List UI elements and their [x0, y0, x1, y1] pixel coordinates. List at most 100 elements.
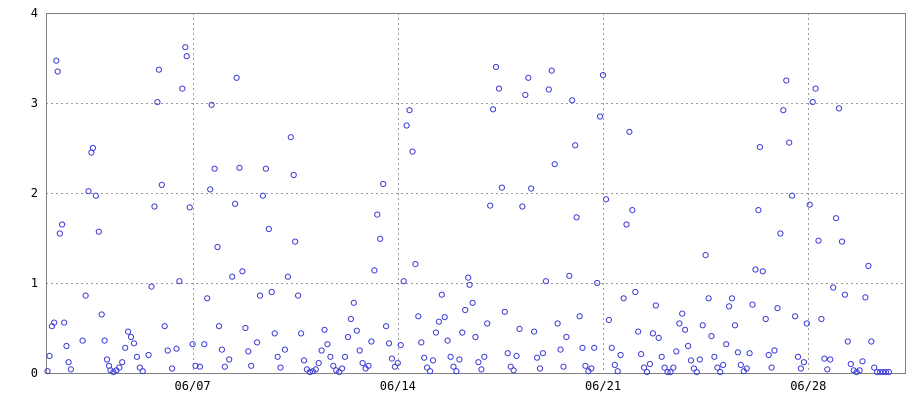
data-point — [731, 322, 739, 329]
data-point — [777, 230, 784, 237]
data-point — [155, 66, 162, 73]
data-point — [63, 342, 70, 350]
data-point — [51, 319, 58, 326]
data-point — [125, 328, 132, 335]
data-point — [498, 184, 505, 191]
data-point — [281, 346, 288, 353]
data-point — [594, 279, 601, 287]
data-point — [783, 77, 790, 84]
data-point — [385, 340, 393, 347]
data-point — [469, 299, 476, 306]
data-point — [844, 338, 851, 345]
data-point — [513, 352, 520, 359]
data-point — [841, 291, 849, 298]
data-point — [435, 318, 442, 325]
data-point — [685, 342, 692, 350]
data-point — [726, 303, 733, 310]
data-point — [462, 306, 469, 314]
data-point — [182, 44, 189, 51]
data-point — [743, 365, 750, 372]
data-point — [318, 347, 325, 354]
data-point — [300, 357, 308, 364]
data-point — [655, 334, 662, 341]
data-point — [885, 369, 893, 376]
data-point — [158, 181, 165, 188]
data-point — [525, 74, 532, 81]
data-point — [295, 292, 302, 299]
data-point — [196, 363, 203, 370]
data-point — [774, 305, 781, 312]
data-point — [59, 221, 66, 228]
data-point — [871, 364, 878, 371]
data-point — [400, 278, 407, 285]
data-point — [242, 324, 249, 332]
grid-lines — [46, 13, 905, 373]
y-axis-ticks: 0 1 2 3 4 — [31, 6, 38, 380]
data-point — [321, 326, 328, 333]
data-point — [287, 134, 294, 141]
data-point — [98, 311, 105, 318]
data-point — [534, 354, 541, 361]
data-point — [339, 365, 346, 372]
data-point — [638, 351, 645, 358]
plot-frame — [46, 13, 906, 374]
data-point — [122, 344, 129, 351]
data-point — [531, 328, 538, 335]
data-point — [833, 215, 840, 222]
data-point — [708, 333, 715, 340]
data-point — [298, 330, 305, 337]
data-point — [46, 352, 53, 359]
data-point — [786, 139, 793, 146]
data-point — [306, 369, 313, 376]
data-point — [749, 301, 756, 308]
data-point — [626, 128, 633, 135]
data-point — [403, 122, 410, 129]
data-point — [877, 369, 884, 376]
data-point — [599, 72, 607, 79]
data-point — [868, 338, 875, 345]
data-point — [356, 347, 363, 354]
data-point — [374, 211, 381, 218]
data-point — [737, 361, 744, 368]
data-point — [130, 340, 138, 347]
data-point — [771, 347, 778, 354]
data-point — [874, 369, 881, 376]
data-point — [65, 359, 72, 366]
data-point — [333, 367, 340, 374]
data-point — [551, 161, 558, 168]
data-point — [290, 171, 297, 179]
data-point — [490, 106, 497, 113]
data-point — [226, 356, 233, 363]
data-point — [89, 144, 97, 152]
y-tick-label: 3 — [31, 96, 38, 110]
data-point — [284, 273, 291, 280]
data-point — [792, 313, 799, 320]
data-point — [623, 221, 630, 228]
data-point — [746, 350, 753, 357]
data-point — [507, 363, 514, 370]
data-point — [61, 319, 68, 326]
data-point — [127, 333, 135, 341]
data-point — [56, 230, 63, 237]
data-point — [679, 310, 686, 317]
data-point — [136, 364, 143, 371]
data-point — [478, 366, 485, 373]
data-point — [447, 353, 454, 360]
data-point — [522, 91, 529, 99]
data-point — [853, 369, 860, 376]
data-point — [882, 369, 890, 376]
data-point — [179, 85, 186, 92]
data-point — [397, 342, 404, 349]
data-point — [211, 165, 218, 172]
data-point — [265, 225, 272, 233]
data-point — [728, 295, 736, 302]
data-point — [800, 359, 808, 366]
data-point — [365, 362, 372, 369]
data-point — [756, 144, 764, 151]
data-point — [670, 364, 677, 371]
data-point — [236, 164, 243, 171]
data-point — [821, 355, 828, 362]
data-point — [608, 344, 615, 351]
data-point — [189, 341, 196, 348]
data-points — [44, 44, 893, 376]
